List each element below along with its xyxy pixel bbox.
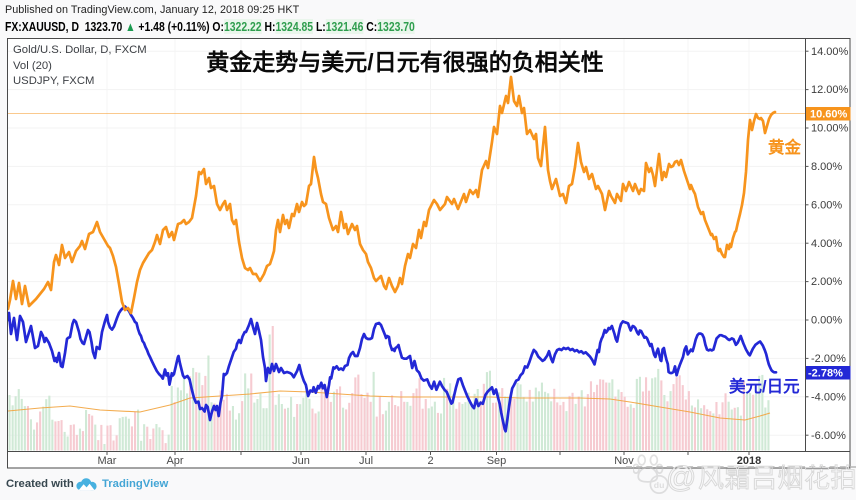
svg-text:黄金: 黄金	[768, 137, 802, 157]
svg-text:0.00%: 0.00%	[811, 315, 842, 327]
svg-text:-2.00%: -2.00%	[811, 353, 846, 365]
svg-text:4.00%: 4.00%	[811, 238, 842, 250]
svg-text:Apr: Apr	[166, 455, 183, 467]
svg-text:2018: 2018	[737, 455, 761, 467]
svg-text:12.00%: 12.00%	[811, 84, 849, 96]
svg-text:-4.00%: -4.00%	[811, 391, 846, 403]
svg-text:14.00%: 14.00%	[811, 46, 849, 58]
svg-text:Sep: Sep	[487, 455, 507, 467]
svg-text:Jun: Jun	[292, 455, 310, 467]
svg-text:10.00%: 10.00%	[811, 123, 849, 135]
svg-text:美元/日元: 美元/日元	[729, 376, 800, 396]
svg-text:du: du	[654, 480, 665, 490]
svg-text:6.00%: 6.00%	[811, 199, 842, 211]
svg-text:8.00%: 8.00%	[811, 161, 842, 173]
svg-text:Nov: Nov	[614, 455, 634, 467]
svg-text:2: 2	[427, 455, 433, 467]
svg-text:-6.00%: -6.00%	[811, 430, 846, 442]
svg-text:10.60%: 10.60%	[810, 109, 848, 121]
svg-text:2.00%: 2.00%	[811, 276, 842, 288]
svg-text:Jul: Jul	[359, 455, 373, 467]
svg-text:-2.78%: -2.78%	[808, 368, 843, 380]
svg-text:Mar: Mar	[98, 455, 117, 467]
